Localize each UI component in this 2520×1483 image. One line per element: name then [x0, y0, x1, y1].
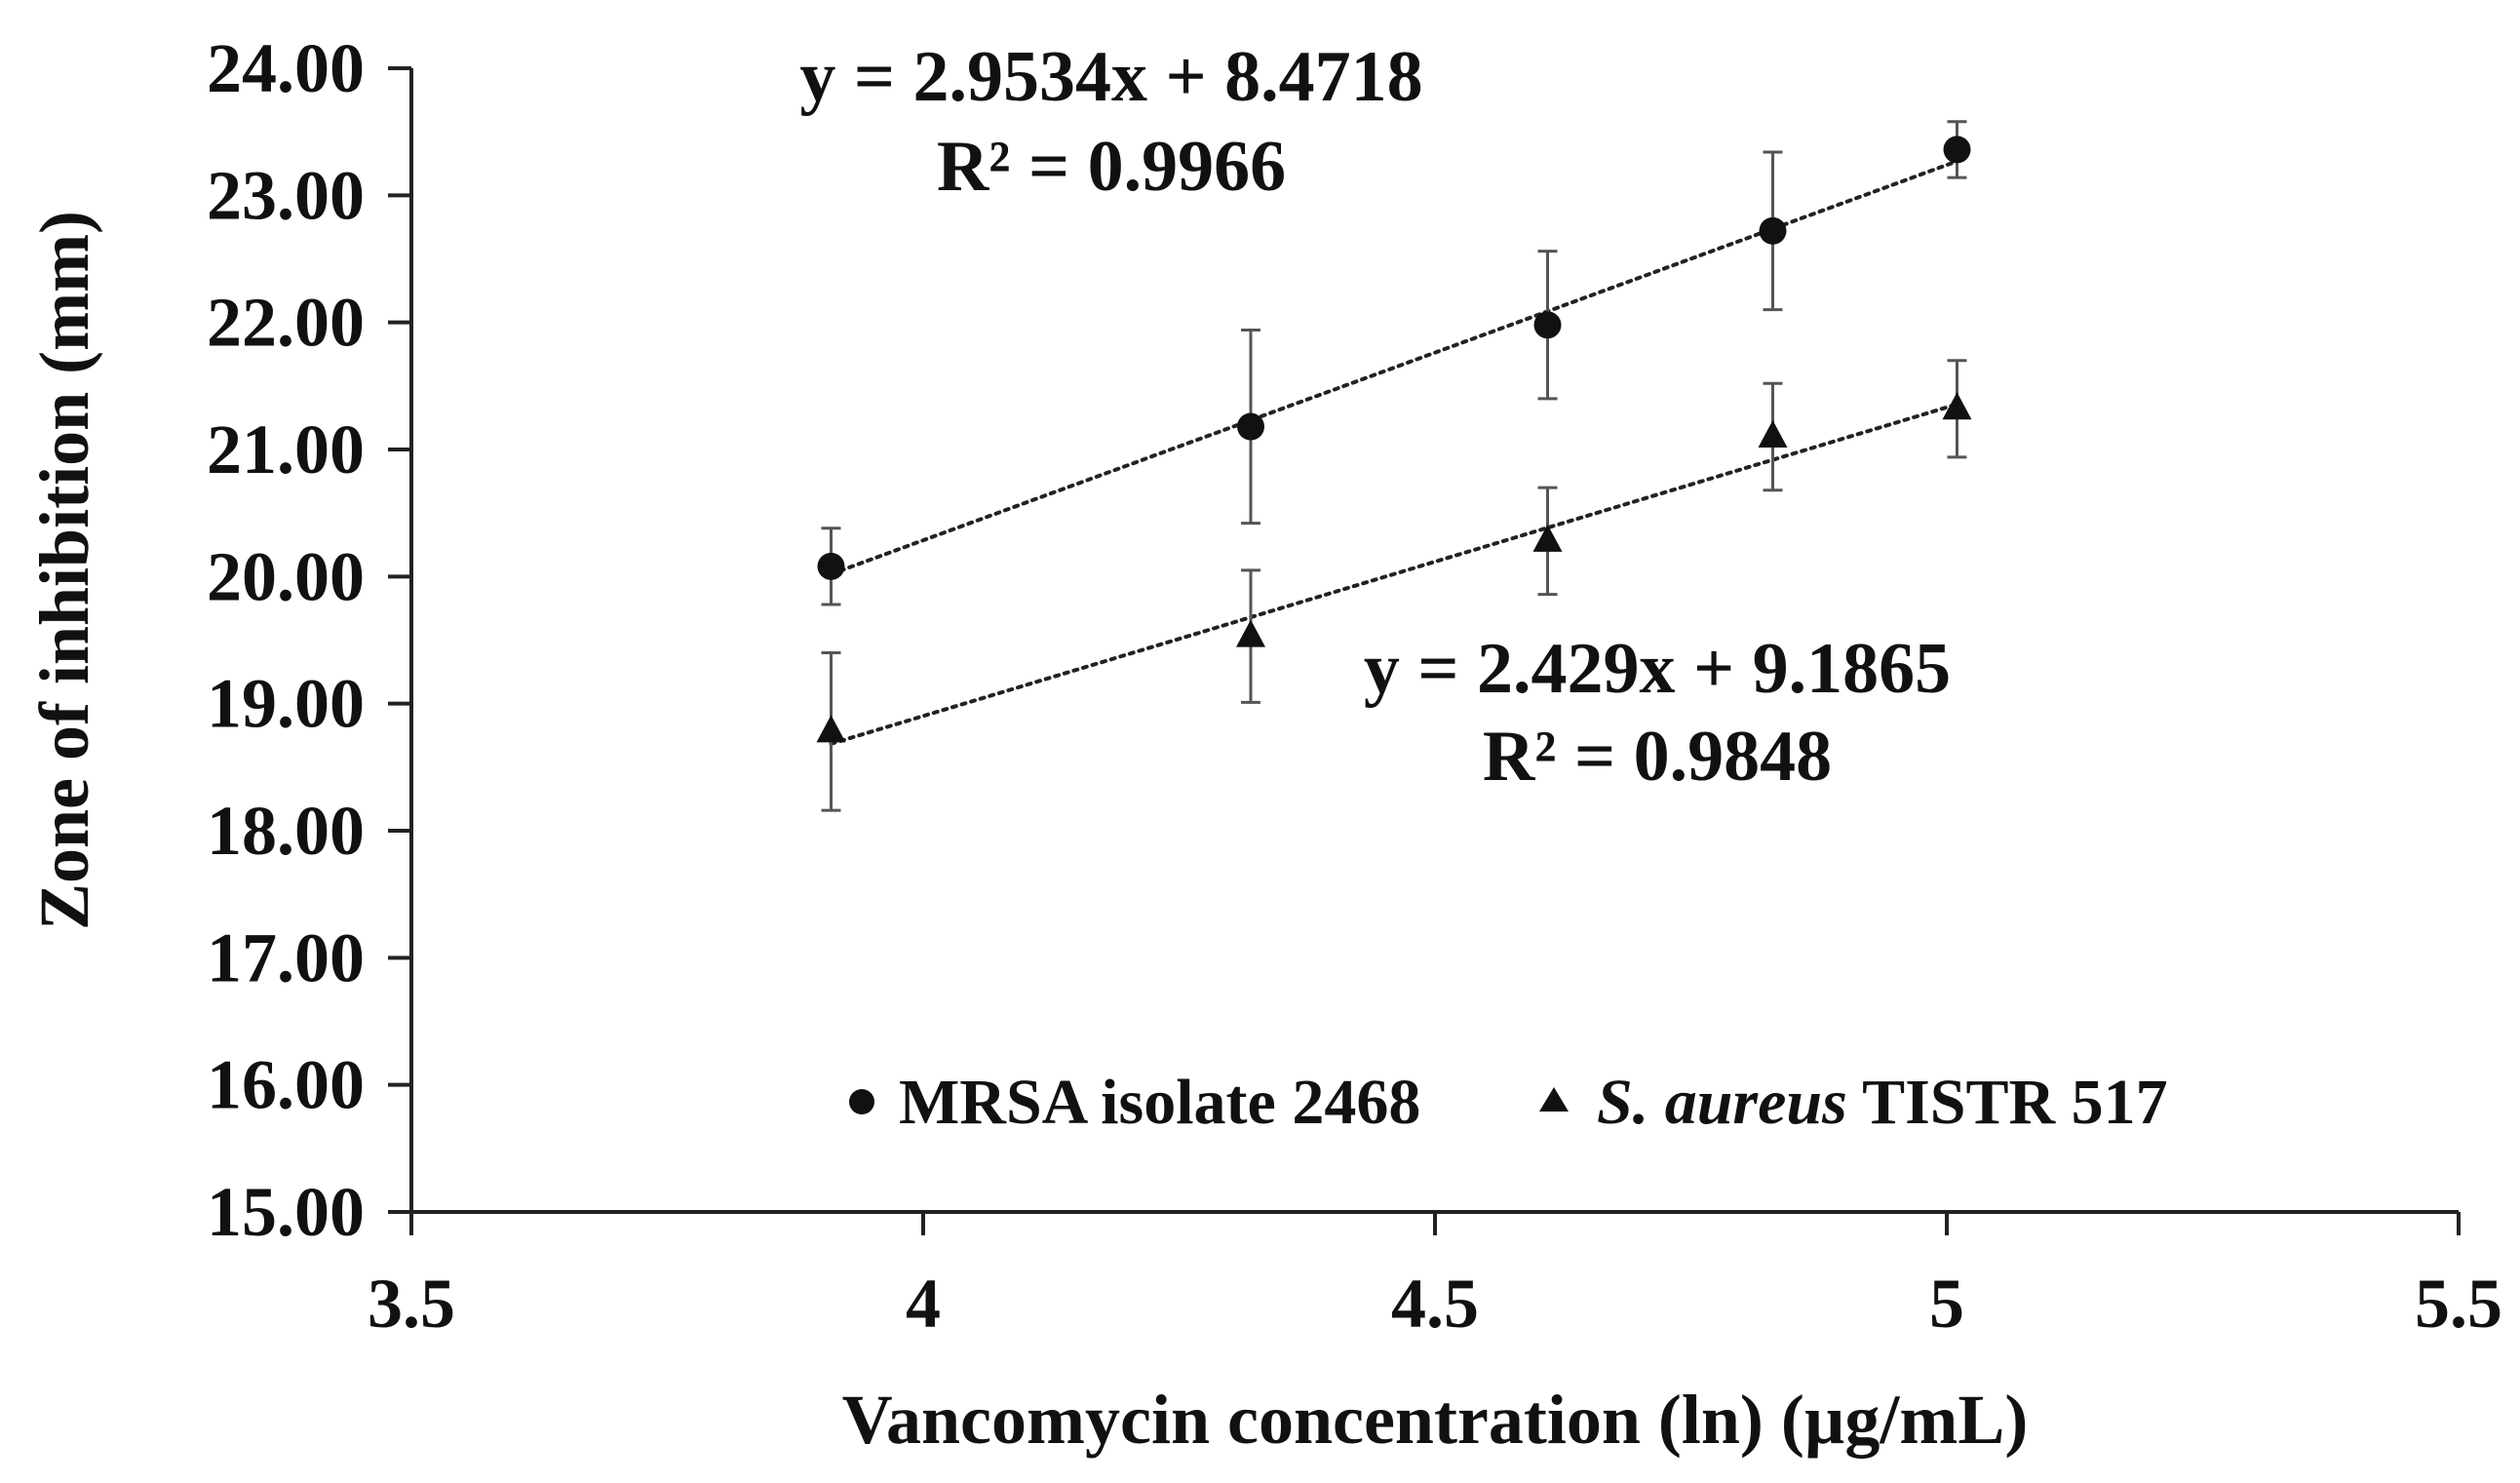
x-tick-label: 4.5	[1391, 1265, 1479, 1343]
x-tick-label: 3.5	[368, 1265, 455, 1343]
legend-label-saureus-italic: S. aureus	[1597, 1067, 1847, 1138]
data-point-triangle	[816, 715, 846, 743]
y-tick-label: 20.00	[207, 537, 365, 615]
legend-label-saureus: S. aureus TISTR 517	[1597, 1067, 2168, 1138]
data-point-triangle	[1236, 619, 1265, 647]
axes-group: 15.00 16.00 17.00 18.00 19.00 20.00 21.00 22.00…	[207, 29, 2502, 1343]
legend-marker-triangle	[1539, 1087, 1569, 1112]
data-point-circle	[1237, 412, 1264, 441]
legend-label-saureus-rest: TISTR 517	[1847, 1067, 2168, 1138]
x-tick-label: 5.5	[2415, 1265, 2502, 1343]
y-tick-label: 22.00	[207, 284, 365, 362]
data-point-circle	[1759, 216, 1787, 245]
y-tick-label: 24.00	[207, 29, 365, 107]
legend-label-mrsa: MRSA isolate 2468	[899, 1067, 1420, 1138]
data-point-triangle	[1758, 419, 1788, 448]
y-axis-title: Zone of inhibition (mm)	[25, 211, 103, 930]
data-point-circle	[817, 552, 845, 580]
series-1-equation: y = 2.9534x + 8.4718	[799, 37, 1422, 117]
trendline-series-2	[829, 402, 1959, 746]
data-point-triangle	[1532, 524, 1563, 552]
y-tick-label: 21.00	[207, 410, 365, 488]
x-axis-title: Vancomycin concentration (ln) (µg/mL)	[842, 1381, 2029, 1459]
y-tick-label: 19.00	[207, 665, 365, 743]
y-tick-label: 23.00	[207, 156, 365, 234]
x-tick-label: 5	[1929, 1265, 1964, 1343]
y-tick-label: 15.00	[207, 1173, 365, 1251]
error-bars-group	[821, 120, 1967, 812]
legend-marker-circle	[849, 1089, 874, 1114]
legend: MRSA isolate 2468 S. aureus TISTR 517	[849, 1067, 2168, 1138]
y-tick-label: 18.00	[207, 792, 365, 870]
x-tick-label: 4	[906, 1265, 941, 1343]
y-tick-label: 17.00	[207, 918, 365, 996]
data-points-group	[816, 136, 1972, 743]
data-point-triangle	[1942, 392, 1972, 420]
data-point-circle	[1533, 311, 1562, 339]
data-point-circle	[1943, 136, 1971, 164]
series-2-r2: R² = 0.9848	[1483, 717, 1832, 797]
trendline-series-1	[829, 159, 1959, 576]
series-2-equation: y = 2.429x + 9.1865	[1364, 629, 1951, 709]
y-tick-label: 16.00	[207, 1046, 365, 1124]
series-1-r2: R² = 0.9966	[937, 127, 1286, 207]
